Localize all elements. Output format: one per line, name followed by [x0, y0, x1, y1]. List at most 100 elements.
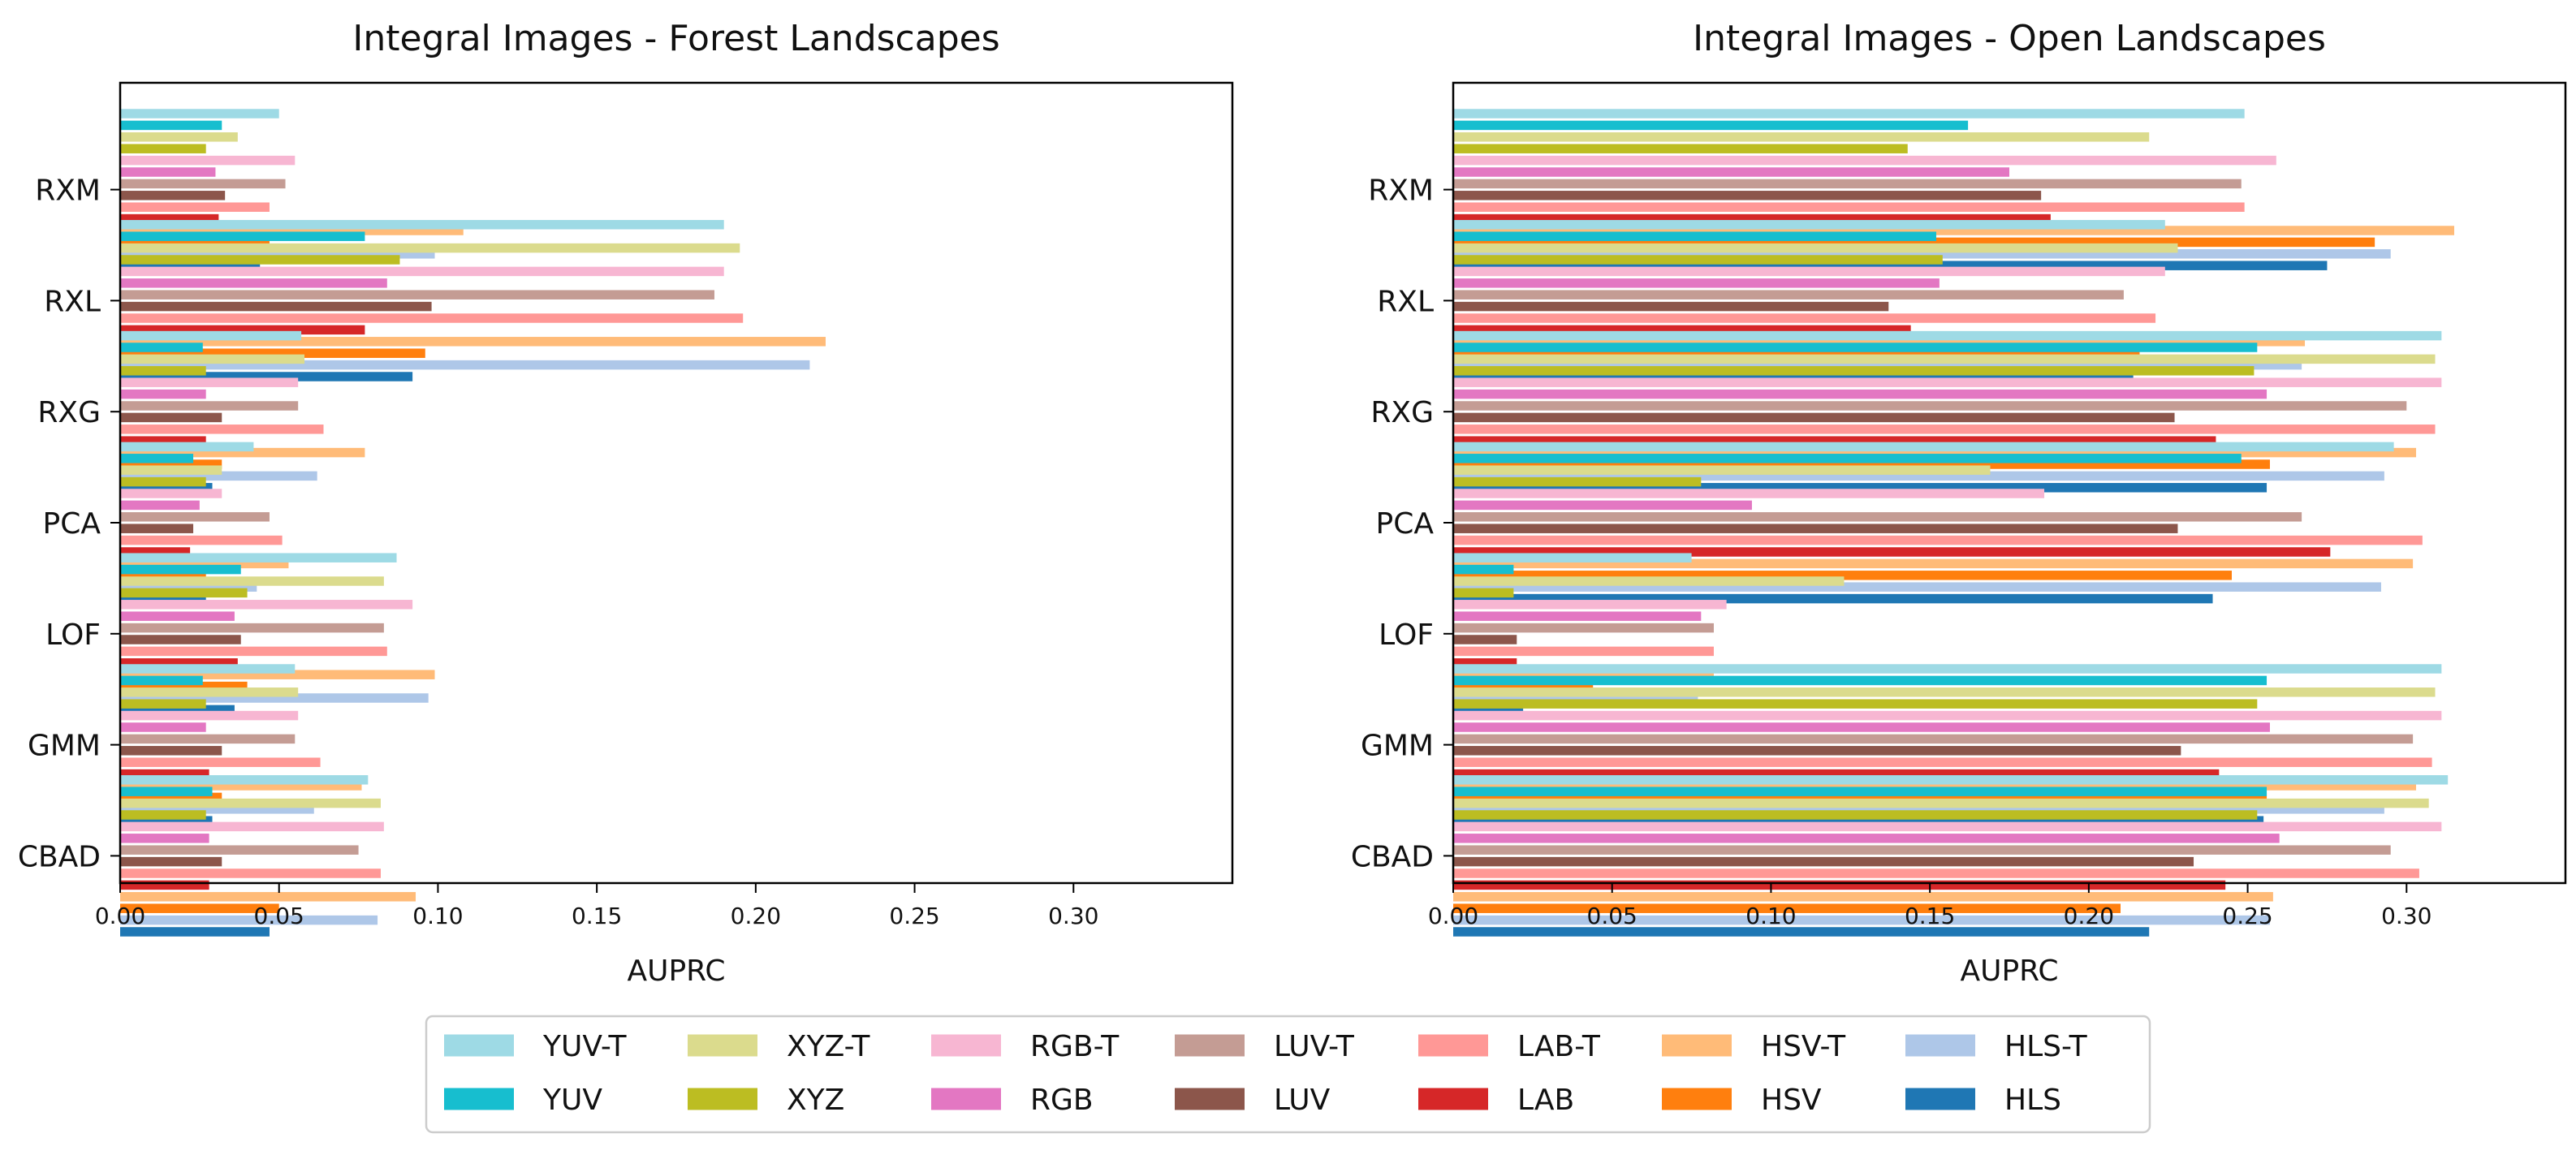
bar-hsv-rxl	[120, 348, 425, 358]
legend-swatch-lab-t	[1418, 1034, 1488, 1057]
bar-luv-lof	[1453, 635, 1517, 644]
bar-luv-lof	[120, 635, 241, 644]
bar-hls-t-gmm	[1453, 804, 2384, 814]
bar-hsv-t-rxm	[120, 226, 464, 235]
legend-swatch-rgb-t	[931, 1034, 1001, 1057]
bar-rgb-pca	[1453, 500, 1752, 511]
bar-yuv-t-gmm	[1453, 664, 2442, 674]
x-tick-label: 0.20	[731, 903, 781, 929]
bar-luv-rxl	[120, 301, 432, 312]
legend-swatch-yuv-t	[444, 1034, 514, 1057]
bar-luv-t-cbad	[1453, 845, 2391, 855]
bar-xyz-t-lof	[120, 576, 384, 586]
bar-hls-lof	[1453, 705, 1524, 715]
bar-hsv-t-rxl	[1453, 337, 2306, 347]
bar-luv-rxg	[1453, 412, 2175, 423]
legend-label-hls: HLS	[2004, 1084, 2061, 1117]
bar-hls-rxg	[120, 483, 213, 493]
bar-xyz-rxm	[1453, 144, 1908, 153]
bar-hls-t-lof	[1453, 693, 1698, 703]
bar-hsv-cbad	[1453, 903, 2121, 913]
x-tick-label: 0.20	[2064, 903, 2114, 929]
bar-xyz-t-gmm	[1453, 687, 2436, 697]
bar-hls-t-rxg	[120, 471, 317, 481]
bar-xyz-t-cbad	[1453, 798, 2429, 808]
bar-yuv-cbad	[1453, 787, 2267, 796]
x-tick-label: 0.25	[2222, 903, 2272, 929]
bar-luv-t-lof	[120, 623, 384, 633]
bar-yuv-t-cbad	[1453, 775, 2449, 785]
bar-hsv-gmm	[1453, 792, 2267, 803]
bar-luv-t-rxm	[120, 179, 286, 189]
bar-hsv-rxl	[1453, 348, 2140, 358]
bar-rgb-lof	[1453, 611, 1702, 621]
bar-lab-t-gmm	[120, 757, 321, 767]
bar-xyz-t-rxm	[1453, 132, 2150, 142]
bar-rgb-rxl	[120, 278, 387, 288]
bar-lab-t-rxm	[120, 202, 270, 212]
bar-lab-gmm	[1453, 769, 2220, 779]
bar-yuv-t-rxg	[120, 330, 302, 341]
x-tick-label: 0.00	[95, 903, 145, 929]
bar-yuv-rxm	[1453, 120, 1969, 131]
bar-xyz-t-pca	[120, 465, 222, 475]
bar-hls-gmm	[120, 816, 213, 825]
x-tick-label: 0.05	[254, 903, 304, 929]
x-tick-label: 0.25	[889, 903, 939, 929]
bar-lab-rxl	[120, 325, 365, 335]
bar-lab-t-cbad	[1453, 868, 2419, 878]
bar-lab-cbad	[120, 880, 209, 890]
bar-luv-rxl	[1453, 301, 1889, 312]
bar-yuv-rxl	[1453, 231, 1936, 241]
legend: YUV-T YUV XYZ-T XYZ RGB-T RGB LUV-T LUV LAB-T LAB…	[425, 1015, 2151, 1134]
axes-frame	[1452, 81, 2567, 885]
bar-rgb-t-cbad	[120, 821, 384, 832]
bar-lab-t-rxm	[1453, 202, 2245, 212]
bar-rgb-t-gmm	[1453, 710, 2442, 721]
bar-luv-t-rxg	[120, 401, 299, 411]
bar-yuv-rxl	[120, 231, 365, 241]
bar-hls-rxl	[120, 372, 413, 381]
bar-luv-t-rxg	[1453, 401, 2407, 411]
bar-hls-t-rxl	[120, 360, 810, 370]
bar-luv-t-gmm	[120, 734, 296, 744]
bar-hls-gmm	[1453, 816, 2264, 825]
y-tick-label-pca: PCA	[1376, 507, 1435, 541]
bar-hls-t-cbad	[1453, 915, 2270, 925]
x-axis-label: AUPRC	[1960, 955, 2058, 988]
bar-lab-t-pca	[120, 535, 283, 545]
bar-rgb-t-pca	[120, 489, 222, 498]
bar-hsv-t-pca	[120, 558, 289, 569]
legend-swatch-hsv	[1662, 1088, 1732, 1110]
legend-swatch-luv	[1175, 1088, 1245, 1110]
bar-xyz-gmm	[1453, 699, 2258, 709]
bar-xyz-rxg	[120, 366, 206, 376]
legend-swatch-hsv-t	[1662, 1034, 1732, 1057]
bar-xyz-pca	[120, 476, 206, 487]
bar-hsv-t-cbad	[120, 892, 416, 902]
bar-yuv-t-pca	[1453, 442, 2394, 452]
legend-label-hls-t: HLS-T	[2004, 1030, 2088, 1063]
x-axis-label: AUPRC	[627, 955, 725, 988]
y-tick-label-rxg: RXG	[37, 396, 101, 429]
bar-hls-rxm	[120, 261, 261, 270]
bar-hls-cbad	[120, 927, 270, 937]
bar-yuv-t-rxl	[1453, 220, 2165, 230]
bar-rgb-rxg	[1453, 389, 2267, 399]
bar-lab-t-rxg	[120, 425, 324, 434]
bar-yuv-t-gmm	[120, 664, 296, 674]
axes-frame	[119, 81, 1234, 885]
legend-label-rgb: RGB	[1030, 1084, 1094, 1117]
legend-label-luv: LUV	[1274, 1084, 1331, 1117]
bar-rgb-t-rxl	[1453, 266, 2165, 277]
chart-title: Integral Images - Forest Landscapes	[352, 18, 999, 59]
bar-hsv-t-gmm	[1453, 781, 2417, 791]
legend-label-rgb-t: RGB-T	[1030, 1030, 1120, 1063]
bar-luv-t-pca	[120, 512, 270, 522]
bar-lab-pca	[1453, 547, 2331, 557]
bar-lab-t-lof	[1453, 646, 1714, 657]
bar-rgb-lof	[120, 611, 235, 621]
bar-hls-rxl	[1453, 372, 2134, 381]
bar-yuv-cbad	[120, 787, 213, 796]
